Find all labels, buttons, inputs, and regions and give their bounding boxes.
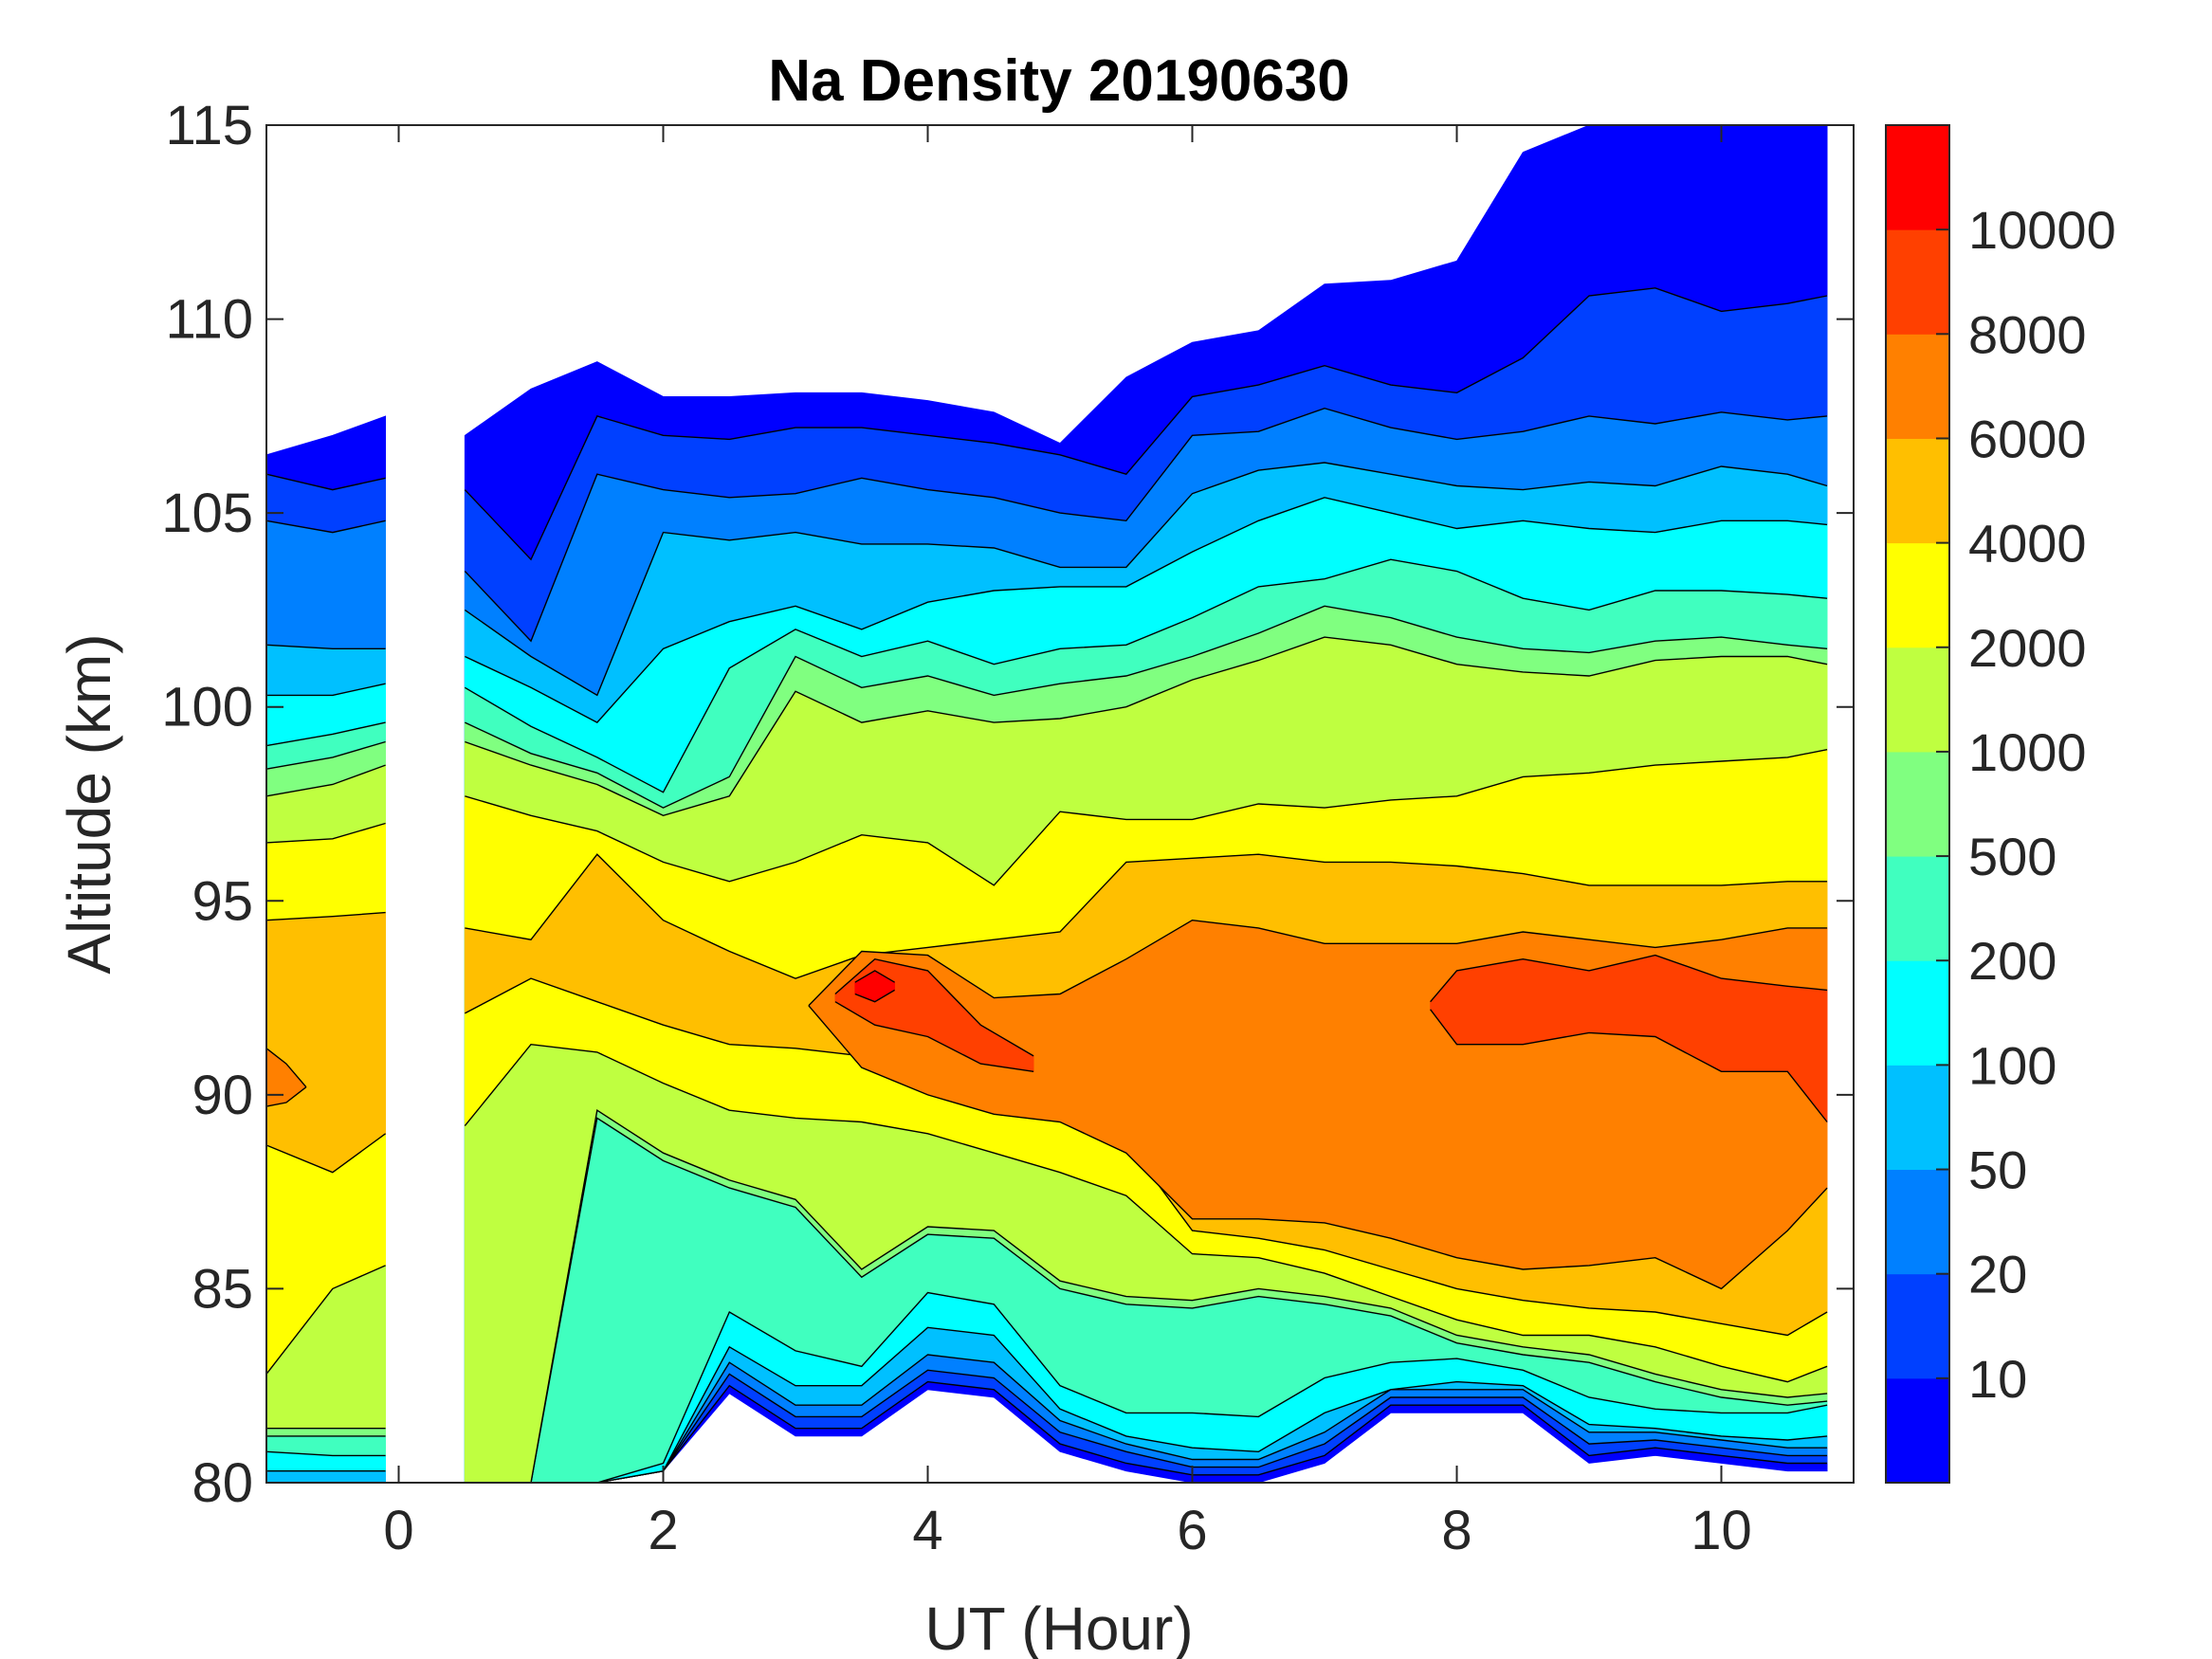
- y-tick-label: 90: [192, 1065, 253, 1126]
- contour-line-2000-lower: [265, 1265, 386, 1375]
- contour-line-10-lower: [465, 1380, 1828, 1484]
- contour-line-20-lower: [465, 1369, 1828, 1484]
- contour-line-6000-lower: [808, 1005, 1828, 1290]
- colorbar-tick-label: 6000: [1968, 409, 2087, 468]
- contour-line-20-upper: [464, 407, 1828, 643]
- colorbar: 10 20 50 100 200 500 1000 2000 4000 6000 8000 10000: [1885, 124, 2116, 1484]
- contour-line-50-lower: [465, 1354, 1828, 1484]
- contour-line-2000-upper: [265, 822, 386, 844]
- y-tick-label: 100: [161, 677, 253, 738]
- contour-line-1000-upper: [465, 636, 1828, 817]
- colorbar-swatch: [1886, 960, 1949, 1066]
- contour-line-8000-lower: [1430, 1009, 1828, 1122]
- x-tick-label: 2: [648, 1500, 678, 1561]
- colorbar-swatch: [1886, 229, 1949, 335]
- y-tick-label: 105: [161, 483, 253, 544]
- contour-line-200-upper: [265, 721, 386, 747]
- contour-line-500-lower: [465, 1117, 1828, 1484]
- contour-line-20-upper: [265, 520, 386, 534]
- colorbar-swatch: [1886, 856, 1949, 961]
- contour-line-6000-upper: [808, 919, 1828, 1007]
- x-tick-label: 8: [1441, 1500, 1472, 1561]
- colorbar-swatch: [1886, 647, 1949, 753]
- contour-line-10-upper: [265, 473, 386, 491]
- y-axis-label: Altitude (km): [55, 633, 123, 974]
- y-tick-label: 110: [166, 289, 253, 351]
- colorbar-tick-label: 10000: [1968, 200, 2116, 260]
- y-tick-label: 115: [166, 95, 253, 156]
- colorbar-swatch: [1886, 334, 1949, 439]
- contour-line-10000-lower: [854, 989, 895, 1003]
- colorbar-tick-label: 100: [1968, 1035, 2057, 1095]
- x-tick-label: 4: [912, 1500, 942, 1561]
- x-axis-label: UT (Hour): [924, 1595, 1193, 1659]
- colorbar-frame: [1885, 124, 1950, 1484]
- colorbar-tick-label: 20: [1968, 1245, 2027, 1304]
- colorbar-swatch: [1886, 542, 1949, 648]
- colorbar-tick-label: 2000: [1968, 618, 2087, 678]
- contour-line-8000-lower: [834, 1001, 1034, 1072]
- contour-line-4000-upper: [265, 911, 386, 921]
- contour-line-50-upper: [464, 462, 1828, 697]
- colorbar-tick-label: 1000: [1968, 722, 2087, 782]
- colorbar-tick-label: 500: [1968, 827, 2057, 886]
- colorbar-tick-label: 4000: [1968, 514, 2087, 574]
- colorbar-tick-label: 50: [1968, 1140, 2027, 1200]
- contour-line-8000-upper: [834, 957, 1034, 1057]
- contour-line-1000-upper: [265, 764, 386, 797]
- colorbar-tick-label: 8000: [1968, 304, 2087, 364]
- colorbar-swatch: [1886, 1169, 1949, 1275]
- x-tick-label: 6: [1177, 1500, 1207, 1561]
- colorbar-swatch: [1886, 1065, 1949, 1171]
- colorbar-swatch: [1886, 1273, 1949, 1379]
- y-tick-label: 85: [192, 1258, 253, 1320]
- colorbar-tick-label: 10: [1968, 1349, 2027, 1409]
- contour-line-500-upper: [465, 605, 1828, 809]
- x-tick-label: 0: [383, 1500, 413, 1561]
- y-tick-label: 80: [192, 1452, 253, 1514]
- contour-line-100-lower: [465, 1326, 1828, 1484]
- axes-box: [265, 124, 1855, 1484]
- contour-line-200-lower: [465, 1291, 1828, 1484]
- colorbar-swatch: [1886, 438, 1949, 544]
- contour-line-2000-upper: [465, 749, 1828, 886]
- contour-line-50-upper: [265, 644, 386, 649]
- contour-line-4000-upper: [465, 853, 1828, 979]
- contour-line-10-upper: [464, 287, 1828, 561]
- contour-line-200-lower: [265, 1450, 386, 1457]
- contour-line-6000-lower: [265, 1086, 307, 1107]
- plot-area: [265, 124, 1828, 1484]
- colorbar-swatch: [1886, 125, 1949, 230]
- contour-line-2000-lower: [464, 1043, 1828, 1383]
- colorbar-swatch: [1886, 751, 1949, 857]
- colorbar-tick-label: 200: [1968, 931, 2057, 991]
- y-tick-label: 95: [192, 870, 253, 932]
- contour-line-1000-lower: [465, 1109, 1828, 1484]
- contour-line-500-upper: [265, 740, 386, 770]
- contour-line-10000-upper: [854, 970, 895, 983]
- contour-band-4000-region-0: [265, 912, 387, 1174]
- contour-line-200-upper: [464, 558, 1828, 793]
- chart-title: Na Density 20190630: [768, 48, 1350, 114]
- contour-line-100-upper: [465, 497, 1828, 723]
- colorbar-swatch: [1886, 1377, 1949, 1484]
- x-tick-label: 10: [1691, 1500, 1752, 1561]
- contour-line-4000-lower: [265, 1133, 387, 1174]
- axes: 0 2 4 6 8 10 80 85 90 95 100 105 110 115: [161, 95, 1855, 1561]
- contour-line-100-upper: [266, 683, 386, 697]
- contour-line-8000-upper: [1430, 954, 1828, 1003]
- contour-line-6000-upper: [265, 1048, 307, 1088]
